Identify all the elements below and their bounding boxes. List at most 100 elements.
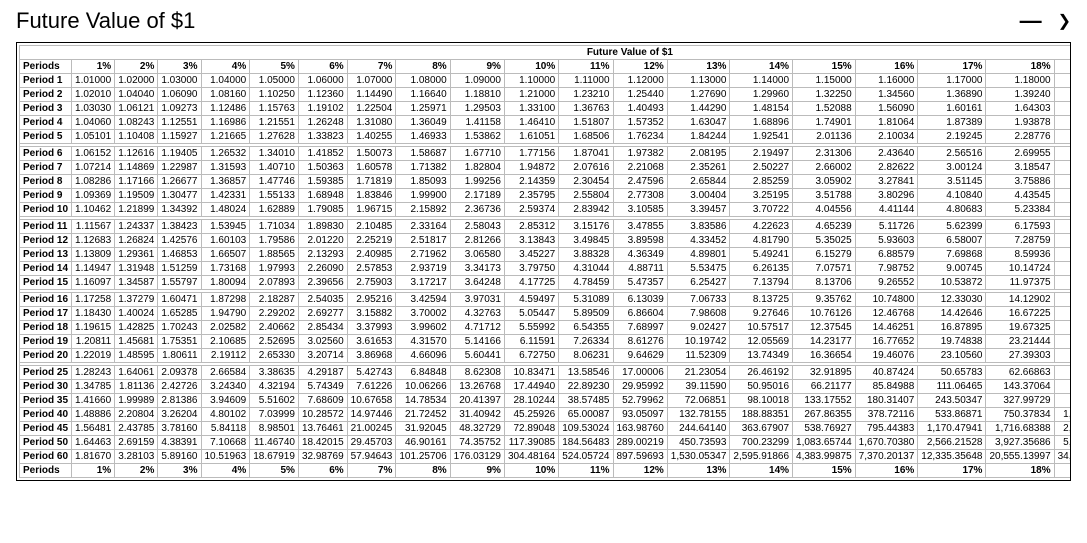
value-cell: 1.68948 (298, 189, 347, 203)
value-cell: 1.09000 (450, 74, 504, 88)
value-cell: 3,927.35686 (986, 436, 1054, 450)
value-cell: 3.39457 (667, 203, 730, 217)
table-row: Period 111.115671.243371.384231.539451.7… (20, 220, 1072, 234)
value-cell: 32.98769 (298, 450, 347, 464)
value-cell: 14.78534 (396, 394, 450, 408)
value-cell: 7.10668 (201, 436, 250, 450)
value-cell: 7.98752 (855, 262, 918, 276)
value-cell: 3.37993 (347, 321, 396, 335)
value-cell: 1.07214 (72, 161, 115, 175)
value-cell: 5.93603 (855, 234, 918, 248)
value-cell: 1.87041 (559, 147, 613, 161)
value-cell: 700.23299 (730, 436, 793, 450)
value-cell: 2.81266 (450, 234, 504, 248)
value-cell: 6.11591 (504, 335, 558, 349)
value-cell: 8.06231 (559, 349, 613, 363)
value-cell: 3.94609 (201, 394, 250, 408)
value-cell: 2.42726 (158, 380, 201, 394)
value-cell: 8.62308 (450, 366, 504, 380)
value-cell: 14.42646 (918, 307, 986, 321)
value-cell: 20,555.13997 (986, 450, 1054, 464)
value-cell: 3.26204 (158, 408, 201, 422)
value-cell: 31.92045 (396, 422, 450, 436)
value-cell: 1.25440 (613, 88, 667, 102)
value-cell: 22.89230 (559, 380, 613, 394)
value-cell: 5.23384 (986, 203, 1054, 217)
value-cell: 6.26135 (730, 262, 793, 276)
value-cell: 1.99989 (115, 394, 158, 408)
value-cell: 10.74800 (855, 293, 918, 307)
value-cell: 1.64061 (115, 366, 158, 380)
period-label: Period 60 (20, 450, 72, 464)
value-cell: 2.20804 (115, 408, 158, 422)
value-cell: 1.15763 (250, 102, 299, 116)
value-cell: 2.38635 (1054, 130, 1071, 144)
chevron-right-icon[interactable]: ❯ (1058, 11, 1071, 31)
table-row: Period 101.104621.218991.343921.480241.6… (20, 203, 1072, 217)
value-cell: 2.30454 (559, 175, 613, 189)
value-cell: 6.77667 (1054, 220, 1071, 234)
value-cell: 1.53945 (201, 220, 250, 234)
value-cell: 1.26677 (158, 175, 201, 189)
value-cell: 3.18547 (986, 161, 1054, 175)
value-cell: 1.17000 (918, 74, 986, 88)
value-cell: 1.16000 (855, 74, 918, 88)
value-cell: 1.52088 (793, 102, 856, 116)
table-row: Period 11.010001.020001.030001.040001.05… (20, 74, 1072, 88)
col-rate: 12% (613, 60, 667, 74)
value-cell: 1.68516 (1054, 102, 1071, 116)
value-cell: 3.89598 (613, 234, 667, 248)
col-rate: 18% (986, 464, 1054, 478)
minimize-icon[interactable]: — (1020, 8, 1042, 34)
value-cell: 363.67907 (730, 422, 793, 436)
value-cell: 1.47746 (250, 175, 299, 189)
value-cell: 2.51817 (396, 234, 450, 248)
value-cell: 5.47357 (613, 276, 667, 290)
col-rate: 15% (793, 60, 856, 74)
value-cell: 10.19742 (667, 335, 730, 349)
table-row: Period 31.030301.061211.092731.124861.15… (20, 102, 1072, 116)
value-cell: 1,170.47941 (918, 422, 986, 436)
value-cell: 2.39656 (298, 276, 347, 290)
value-cell: 1.75351 (158, 335, 201, 349)
value-cell: 7.98608 (667, 307, 730, 321)
value-cell: 18.42015 (298, 436, 347, 450)
value-cell: 4.36349 (613, 248, 667, 262)
value-cell: 3.00404 (667, 189, 730, 203)
value-cell: 1.31080 (347, 116, 396, 130)
value-cell: 6.86604 (613, 307, 667, 321)
col-rate: 5% (250, 60, 299, 74)
value-cell: 6.15279 (793, 248, 856, 262)
value-cell: 3.51788 (793, 189, 856, 203)
value-cell: 1.46933 (396, 130, 450, 144)
value-cell: 1.22019 (72, 349, 115, 363)
value-cell: 1.41610 (1054, 88, 1071, 102)
value-cell: 14.46251 (855, 321, 918, 335)
value-cell: 1.33100 (504, 102, 558, 116)
value-cell: 1,716.68388 (986, 422, 1054, 436)
value-cell: 2.75903 (347, 276, 396, 290)
value-cell: 1.28243 (72, 366, 115, 380)
value-cell: 1.46853 (158, 248, 201, 262)
value-cell: 1.27628 (250, 130, 299, 144)
value-cell: 10.14724 (986, 262, 1054, 276)
value-cell: 3.75886 (986, 175, 1054, 189)
value-cell: 72.89048 (504, 422, 558, 436)
value-cell: 5.89160 (158, 450, 201, 464)
col-rate: 5% (250, 464, 299, 478)
value-cell: 85.84988 (855, 380, 918, 394)
value-cell: 5.74349 (298, 380, 347, 394)
table-row: Period 501.644632.691594.383917.1066811.… (20, 436, 1072, 450)
value-cell: 10.28572 (298, 408, 347, 422)
value-cell: 1.15927 (158, 130, 201, 144)
value-cell: 9.27646 (730, 307, 793, 321)
value-cell: 176.03129 (450, 450, 504, 464)
value-cell: 1.96715 (347, 203, 396, 217)
value-cell: 133.17552 (793, 394, 856, 408)
value-cell: 1.04000 (201, 74, 250, 88)
value-cell: 1.18430 (72, 307, 115, 321)
value-cell: 2.17189 (450, 189, 504, 203)
value-cell: 21.23054 (667, 366, 730, 380)
value-cell: 184.67531 (1054, 380, 1071, 394)
value-cell: 16.17154 (1054, 293, 1071, 307)
